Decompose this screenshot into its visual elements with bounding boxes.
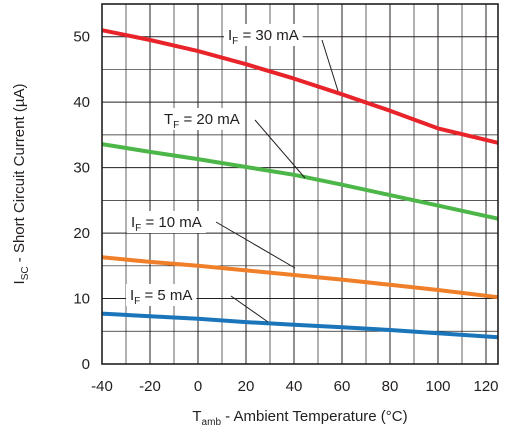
x-tick-label: -20 xyxy=(139,378,161,395)
plot-frame xyxy=(101,3,499,365)
series-lines xyxy=(101,28,499,340)
x-tick-label: 120 xyxy=(473,378,498,395)
label-leaders xyxy=(215,39,339,323)
x-tick-label: -40 xyxy=(91,378,113,395)
x-tick-label: 80 xyxy=(382,378,399,395)
x-tick-labels: -40 -20 0 20 40 60 80 100 120 xyxy=(91,378,498,395)
label-background xyxy=(126,284,197,306)
y-tick-label: 50 xyxy=(73,29,90,46)
plot-area xyxy=(102,4,498,364)
label-background xyxy=(127,211,206,233)
x-tick-label: 20 xyxy=(238,378,255,395)
label-leader-line xyxy=(254,119,306,179)
series-line-2 xyxy=(101,142,499,221)
label-leader-line xyxy=(321,39,339,92)
label-leader-line xyxy=(230,295,269,323)
y-tick-label: 40 xyxy=(73,94,90,111)
y-tick-label: 0 xyxy=(82,356,90,373)
series-label-4: IF = 5 mA xyxy=(130,287,192,307)
series-label-1: IF = 30 mA xyxy=(228,27,299,47)
y-tick-label: 30 xyxy=(73,160,90,177)
label-background xyxy=(160,108,244,130)
y-tick-labels: 0 10 20 30 40 50 xyxy=(73,29,90,373)
x-tick-label: 0 xyxy=(194,378,202,395)
y-tick-label: 20 xyxy=(73,225,90,242)
x-tick-label: 100 xyxy=(425,378,450,395)
y-tick-label: 10 xyxy=(73,291,90,308)
series-labels: IF = 30 mA TF = 20 mA IF = 10 mA IF = 5 mA xyxy=(126,24,303,307)
series-label-3: IF = 10 mA xyxy=(131,214,202,234)
x-axis-label: Tamb - Ambient Temperature (°C) xyxy=(192,408,407,428)
y-axis-label: ISC - Short Circuit Current (µA) xyxy=(11,84,31,285)
series-line-1 xyxy=(101,28,499,145)
label-leader-line xyxy=(215,221,296,269)
x-tick-label: 60 xyxy=(334,378,351,395)
series-label-2: TF = 20 mA xyxy=(164,111,240,131)
x-tick-label: 40 xyxy=(286,378,303,395)
series-line-3 xyxy=(101,255,499,300)
series-line-4 xyxy=(101,311,499,340)
label-background xyxy=(224,24,303,46)
